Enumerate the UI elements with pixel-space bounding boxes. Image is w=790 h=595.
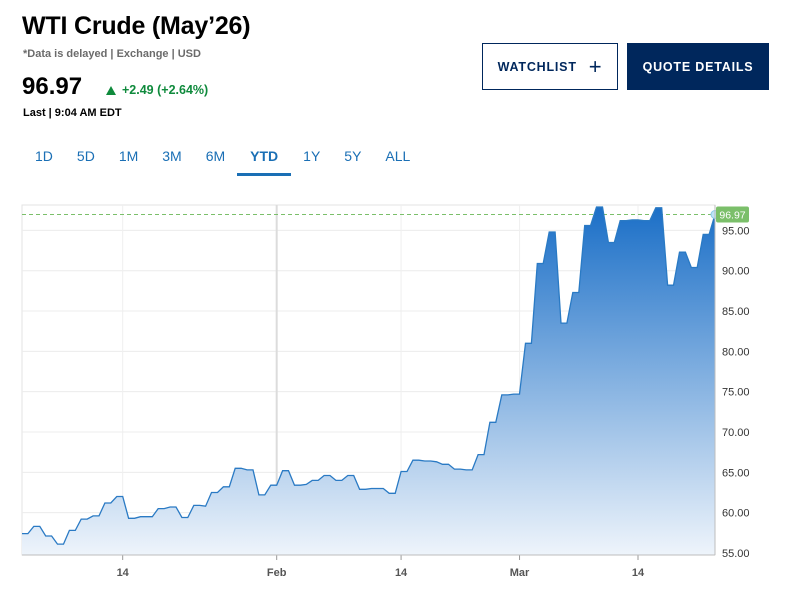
y-tick-label: 65.00 — [722, 467, 750, 479]
last-update-time: Last | 9:04 AM EDT — [23, 107, 122, 119]
range-tabs: 1D 5D 1M 3M 6M YTD 1Y 5Y ALL — [23, 141, 422, 177]
last-value-label: 96.97 — [719, 210, 745, 222]
tab-1y[interactable]: 1Y — [303, 148, 321, 164]
y-tick-label: 75.00 — [722, 387, 750, 399]
watchlist-label: WATCHLIST — [497, 59, 577, 74]
tab-all[interactable]: ALL — [385, 148, 411, 164]
tab-3m[interactable]: 3M — [162, 148, 182, 164]
tab-1m[interactable]: 1M — [118, 148, 139, 164]
tab-5d[interactable]: 5D — [76, 148, 95, 164]
watchlist-button[interactable]: WATCHLIST + — [482, 43, 618, 90]
plus-icon: + — [588, 53, 603, 79]
tab-5y[interactable]: 5Y — [344, 148, 362, 164]
quote-details-button[interactable]: QUOTE DETAILS — [627, 43, 769, 90]
last-value-badge — [716, 206, 749, 223]
y-tick-label: 70.00 — [722, 427, 750, 439]
price-change: +2.49 (+2.64%) — [106, 83, 208, 97]
data-delay-note: *Data is delayed | Exchange | USD — [23, 48, 201, 60]
last-price: 96.97 — [22, 73, 83, 100]
y-tick-label: 55.00 — [722, 548, 750, 560]
price-area — [22, 207, 715, 555]
page-title: WTI Crude (May’26) — [22, 12, 251, 40]
tab-1d[interactable]: 1D — [35, 148, 53, 164]
quote-details-label: QUOTE DETAILS — [642, 59, 754, 74]
y-tick-label: 80.00 — [722, 346, 750, 358]
x-tick-label: 14 — [395, 567, 408, 579]
y-tick-label: 90.00 — [722, 266, 750, 278]
tab-6m[interactable]: 6M — [205, 148, 226, 164]
x-tick-label: 14 — [117, 567, 130, 579]
x-tick-label: Mar — [510, 567, 530, 579]
y-tick-label: 85.00 — [722, 306, 750, 318]
tab-ytd[interactable]: YTD — [237, 141, 292, 176]
x-tick-label: Feb — [267, 567, 287, 579]
y-tick-label: 95.00 — [722, 225, 750, 237]
x-tick-label: 14 — [632, 567, 645, 579]
up-arrow-icon — [106, 85, 116, 95]
price-line — [22, 206, 716, 545]
price-change-value: +2.49 (+2.64%) — [122, 83, 209, 97]
y-tick-label: 60.00 — [722, 508, 750, 520]
